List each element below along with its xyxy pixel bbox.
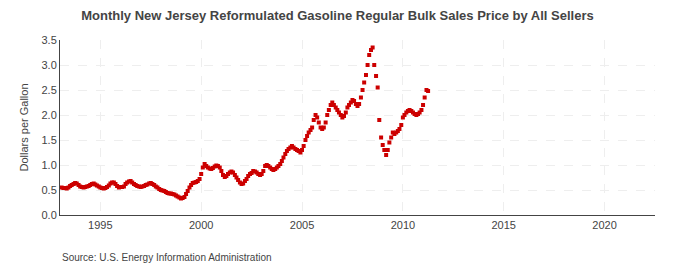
svg-text:2005: 2005: [290, 219, 314, 231]
svg-text:0.0: 0.0: [42, 209, 57, 221]
svg-text:Monthly New Jersey Reformulate: Monthly New Jersey Reformulated Gasoline…: [81, 8, 593, 23]
svg-text:3.0: 3.0: [42, 59, 57, 71]
svg-text:2010: 2010: [391, 219, 415, 231]
svg-text:1.5: 1.5: [42, 134, 57, 146]
svg-text:3.5: 3.5: [42, 34, 57, 46]
svg-text:1.0: 1.0: [42, 159, 57, 171]
svg-text:Source: U.S. Energy Informatio: Source: U.S. Energy Information Administ…: [62, 252, 272, 263]
svg-text:Dollars per Gallon: Dollars per Gallon: [18, 83, 30, 171]
svg-text:2020: 2020: [592, 219, 616, 231]
svg-text:2.5: 2.5: [42, 84, 57, 96]
svg-text:0.5: 0.5: [42, 184, 57, 196]
svg-text:1995: 1995: [88, 219, 112, 231]
svg-text:2015: 2015: [491, 219, 515, 231]
svg-text:2000: 2000: [189, 219, 213, 231]
svg-text:2.0: 2.0: [42, 109, 57, 121]
